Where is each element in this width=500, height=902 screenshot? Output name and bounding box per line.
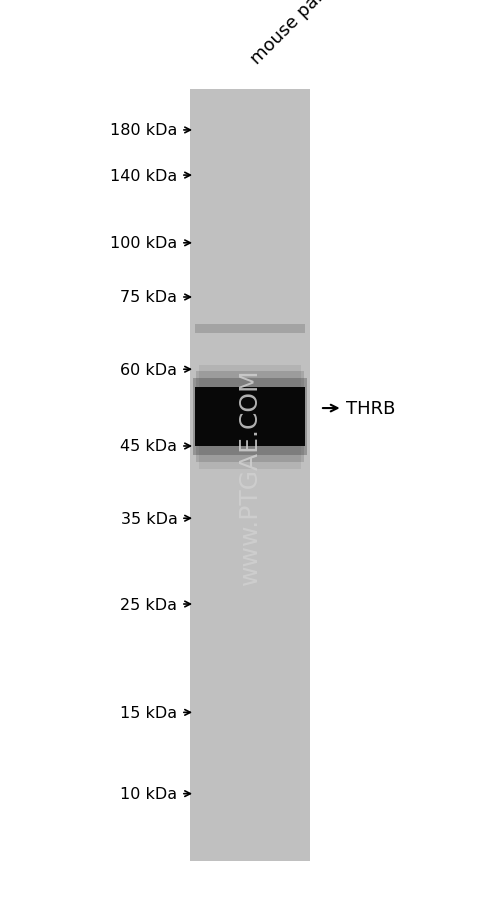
Text: 45 kDa: 45 kDa — [120, 439, 178, 454]
Text: www.PTGAE.COM: www.PTGAE.COM — [238, 368, 262, 584]
Bar — [196, 372, 304, 463]
Text: 10 kDa: 10 kDa — [120, 787, 178, 801]
Bar — [190, 90, 310, 861]
Text: THRB: THRB — [346, 400, 396, 418]
Text: 25 kDa: 25 kDa — [120, 597, 178, 612]
Text: 100 kDa: 100 kDa — [110, 236, 178, 251]
Text: 140 kDa: 140 kDa — [110, 169, 178, 183]
Text: 180 kDa: 180 kDa — [110, 124, 178, 138]
Text: 75 kDa: 75 kDa — [120, 290, 178, 305]
Text: 35 kDa: 35 kDa — [120, 511, 178, 526]
Text: 60 kDa: 60 kDa — [120, 363, 178, 377]
Bar — [195, 325, 305, 334]
Bar — [199, 365, 301, 469]
Bar — [195, 388, 305, 446]
Text: 15 kDa: 15 kDa — [120, 705, 178, 720]
Bar — [193, 379, 307, 456]
Text: mouse pancreas: mouse pancreas — [248, 0, 365, 68]
